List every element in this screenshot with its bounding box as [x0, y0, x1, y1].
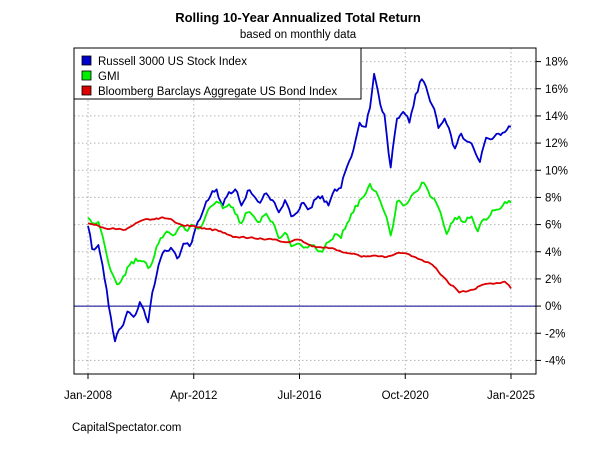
y-tick-label: 18% — [545, 57, 568, 69]
chart-subtitle: based on monthly data — [240, 29, 357, 41]
y-tick-label: 14% — [545, 111, 568, 123]
legend-swatch — [81, 55, 92, 66]
y-tick-label: 10% — [545, 165, 568, 177]
legend-label: Bloomberg Barclays Aggregate US Bond Ind… — [98, 86, 337, 98]
y-tick-label: 2% — [545, 274, 562, 286]
x-tick-label: Oct-2020 — [382, 390, 429, 402]
y-tick-label: 16% — [545, 84, 568, 96]
y-tick-label: 12% — [545, 138, 568, 150]
source-credit: CapitalSpectator.com — [72, 422, 181, 434]
legend: Russell 3000 US Stock Index GMI Bloomberg … — [73, 47, 362, 100]
y-tick-label: 4% — [545, 247, 562, 259]
legend-swatch — [81, 70, 92, 81]
x-tick-label: Jan-2025 — [487, 390, 535, 402]
series-line-russell-3000-us-stock-index — [87, 72, 512, 343]
grid-lines — [74, 48, 536, 374]
y-tick-label: -4% — [545, 355, 565, 367]
chart-title: Rolling 10-Year Annualized Total Return — [175, 10, 421, 25]
y-axis: -4% -2% 0% 2% 4% 6% 8% 10% 12% 14% 16% 18% — [536, 57, 568, 367]
legend-swatch — [81, 85, 92, 96]
y-tick-label: 0% — [545, 301, 562, 313]
series-layer — [87, 72, 512, 343]
series-line-gmi — [87, 181, 512, 286]
x-tick-label: Jan-2008 — [64, 390, 112, 402]
legend-label: GMI — [98, 71, 120, 83]
legend-box — [73, 47, 362, 100]
legend-label: Russell 3000 US Stock Index — [98, 56, 247, 68]
x-axis: Jan-2008 Apr-2012 Jul-2016 Oct-2020 Jan-2025 — [64, 374, 535, 402]
y-tick-label: 6% — [545, 220, 562, 232]
x-tick-label: Jul-2016 — [277, 390, 321, 402]
series-line-bloomberg-barclays-aggregate-us-bond-index — [87, 216, 512, 294]
x-tick-label: Apr-2012 — [170, 390, 217, 402]
y-tick-label: -2% — [545, 328, 565, 340]
y-tick-label: 8% — [545, 192, 562, 204]
